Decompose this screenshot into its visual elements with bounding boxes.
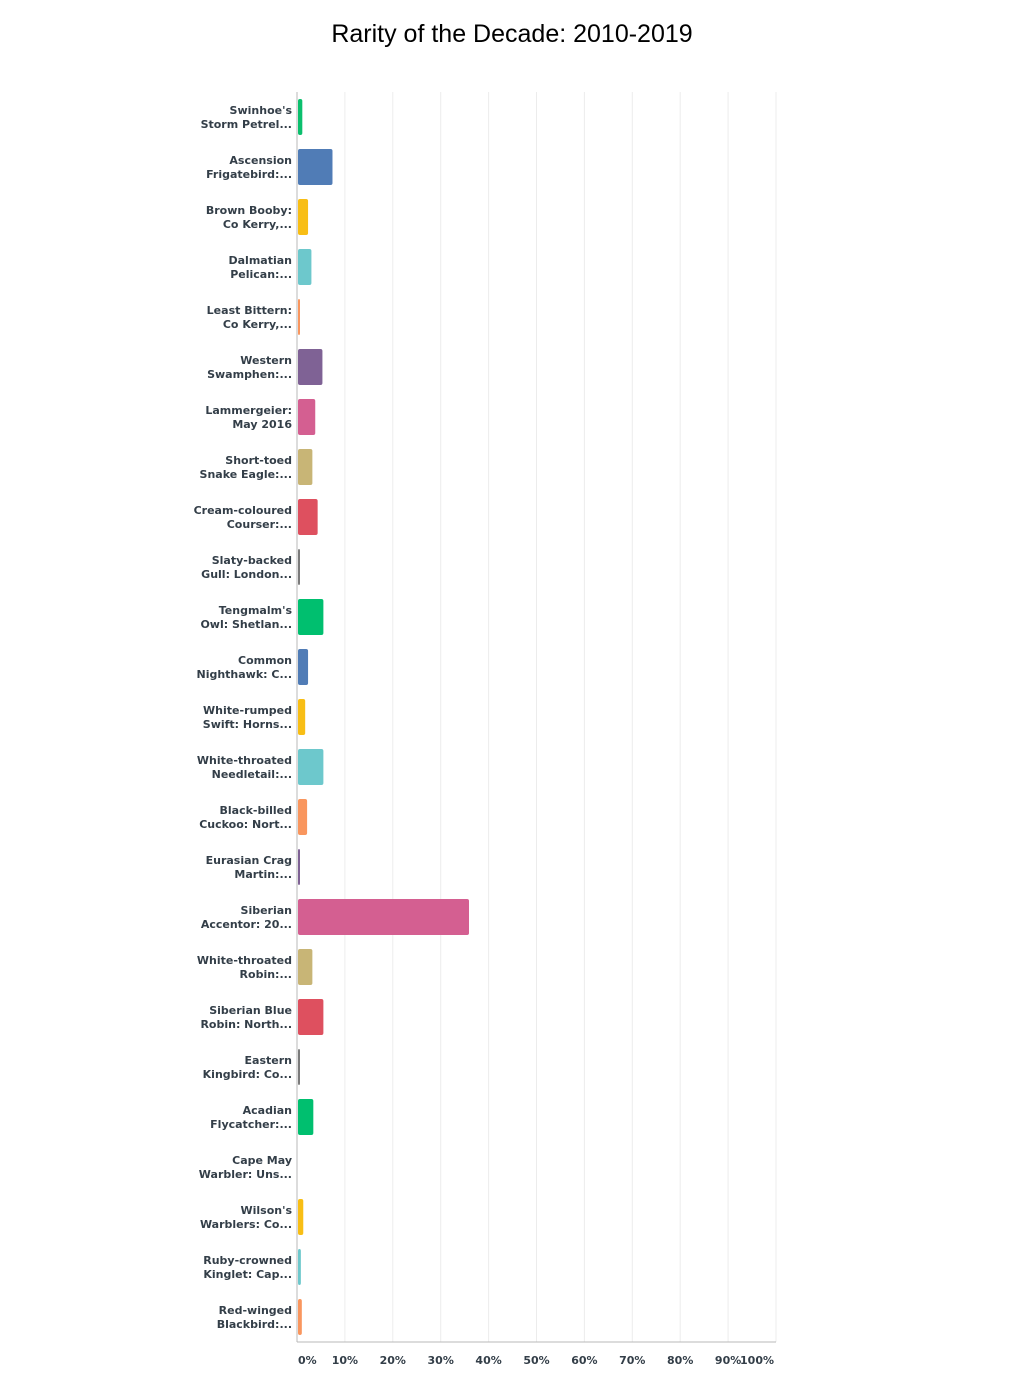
bar: [298, 149, 333, 185]
bar: [298, 449, 313, 485]
category-label: White-rumped Swift: Horns...: [203, 704, 292, 731]
bar: [298, 949, 313, 985]
bar: [298, 1299, 302, 1335]
bar: [298, 1249, 301, 1285]
category-label: Black-billed Cuckoo: Nort...: [199, 804, 292, 831]
category-label: Eurasian Crag Martin:...: [206, 854, 292, 881]
axes: [296, 92, 776, 1343]
category-labels: Swinhoe's Storm Petrel... Ascension Frigate…: [194, 104, 293, 1331]
bar: [298, 99, 303, 135]
x-tick-label: 60%: [571, 1354, 597, 1367]
bars: [298, 99, 470, 1335]
x-tick-label: 40%: [475, 1354, 501, 1367]
bar: [298, 399, 316, 435]
x-tick-labels: 0% 10% 20% 30% 40% 50% 60% 70% 80% 90%100%: [298, 1354, 774, 1367]
category-label: Cape May Warbler: Uns...: [199, 1154, 292, 1181]
category-label: Ruby-crowned Kinglet: Cap...: [203, 1254, 292, 1281]
chart-title: Rarity of the Decade: 2010-2019: [331, 20, 693, 48]
category-label: Siberian Accentor: 20...: [201, 904, 292, 931]
grid-lines: [344, 92, 777, 1342]
x-tick-label: 80%: [667, 1354, 693, 1367]
category-label: Lammergeier: May 2016: [205, 404, 292, 431]
category-label: White-throated Needletail:...: [197, 754, 292, 781]
category-label: Cream-coloured Courser:...: [194, 504, 292, 531]
bar: [298, 1199, 304, 1235]
category-label: Swinhoe's Storm Petrel...: [201, 104, 293, 131]
x-tick-label: 70%: [619, 1354, 645, 1367]
bar: [298, 799, 308, 835]
bar: [298, 499, 318, 535]
category-label: Wilson's Warblers: Co...: [200, 1204, 293, 1231]
category-label: Common Nighthawk: C...: [196, 654, 292, 681]
category-label: Siberian Blue Robin: North...: [200, 1004, 292, 1031]
bar: [298, 699, 306, 735]
bar: [298, 899, 470, 935]
bar: [298, 299, 300, 335]
category-label: Least Bittern: Co Kerry,...: [207, 304, 292, 331]
x-tick-label: 100%: [740, 1354, 774, 1367]
category-label: Dalmatian Pelican:...: [229, 254, 293, 281]
bar: [298, 1049, 300, 1085]
bar: [298, 599, 324, 635]
bar: [298, 849, 300, 885]
category-label: Slaty-backed Gull: London...: [201, 554, 292, 581]
category-label: Tengmalm's Owl: Shetlan...: [200, 604, 292, 631]
x-tick-label: 30%: [428, 1354, 454, 1367]
bar: [298, 999, 324, 1035]
bar: [298, 649, 309, 685]
category-label: White-throated Robin:...: [197, 954, 292, 981]
category-label: Acadian Flycatcher:...: [210, 1104, 292, 1131]
x-tick-label: 50%: [523, 1354, 549, 1367]
x-tick-label: 10%: [332, 1354, 358, 1367]
x-tick-label: 90%: [715, 1354, 741, 1367]
category-label: Red-winged Blackbird:...: [217, 1304, 292, 1331]
category-label: Western Swamphen:...: [207, 354, 292, 381]
bar: [298, 749, 324, 785]
x-tick-label: 20%: [380, 1354, 406, 1367]
bar: [298, 549, 300, 585]
bar: [298, 249, 312, 285]
bar: [298, 199, 309, 235]
category-label: Brown Booby: Co Kerry,...: [206, 204, 292, 231]
bar: [298, 1099, 314, 1135]
category-label: Ascension Frigatebird:...: [206, 154, 292, 181]
category-label: Short-toed Snake Eagle:...: [200, 454, 292, 481]
category-label: Eastern Kingbird: Co...: [203, 1054, 292, 1081]
bar: [298, 349, 323, 385]
x-tick-label: 0%: [298, 1354, 317, 1367]
